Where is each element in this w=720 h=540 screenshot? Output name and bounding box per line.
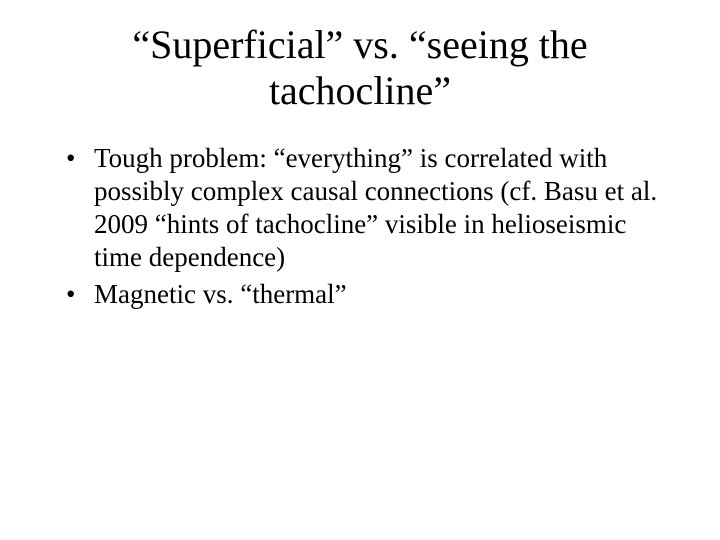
list-item: Magnetic vs. “thermal” (90, 278, 666, 311)
slide: “Superficial” vs. “seeing the tachocline… (0, 0, 720, 540)
bullet-list: Tough problem: “everything” is correlate… (54, 142, 666, 311)
slide-title: “Superficial” vs. “seeing the tachocline… (54, 22, 666, 114)
list-item: Tough problem: “everything” is correlate… (90, 142, 666, 274)
